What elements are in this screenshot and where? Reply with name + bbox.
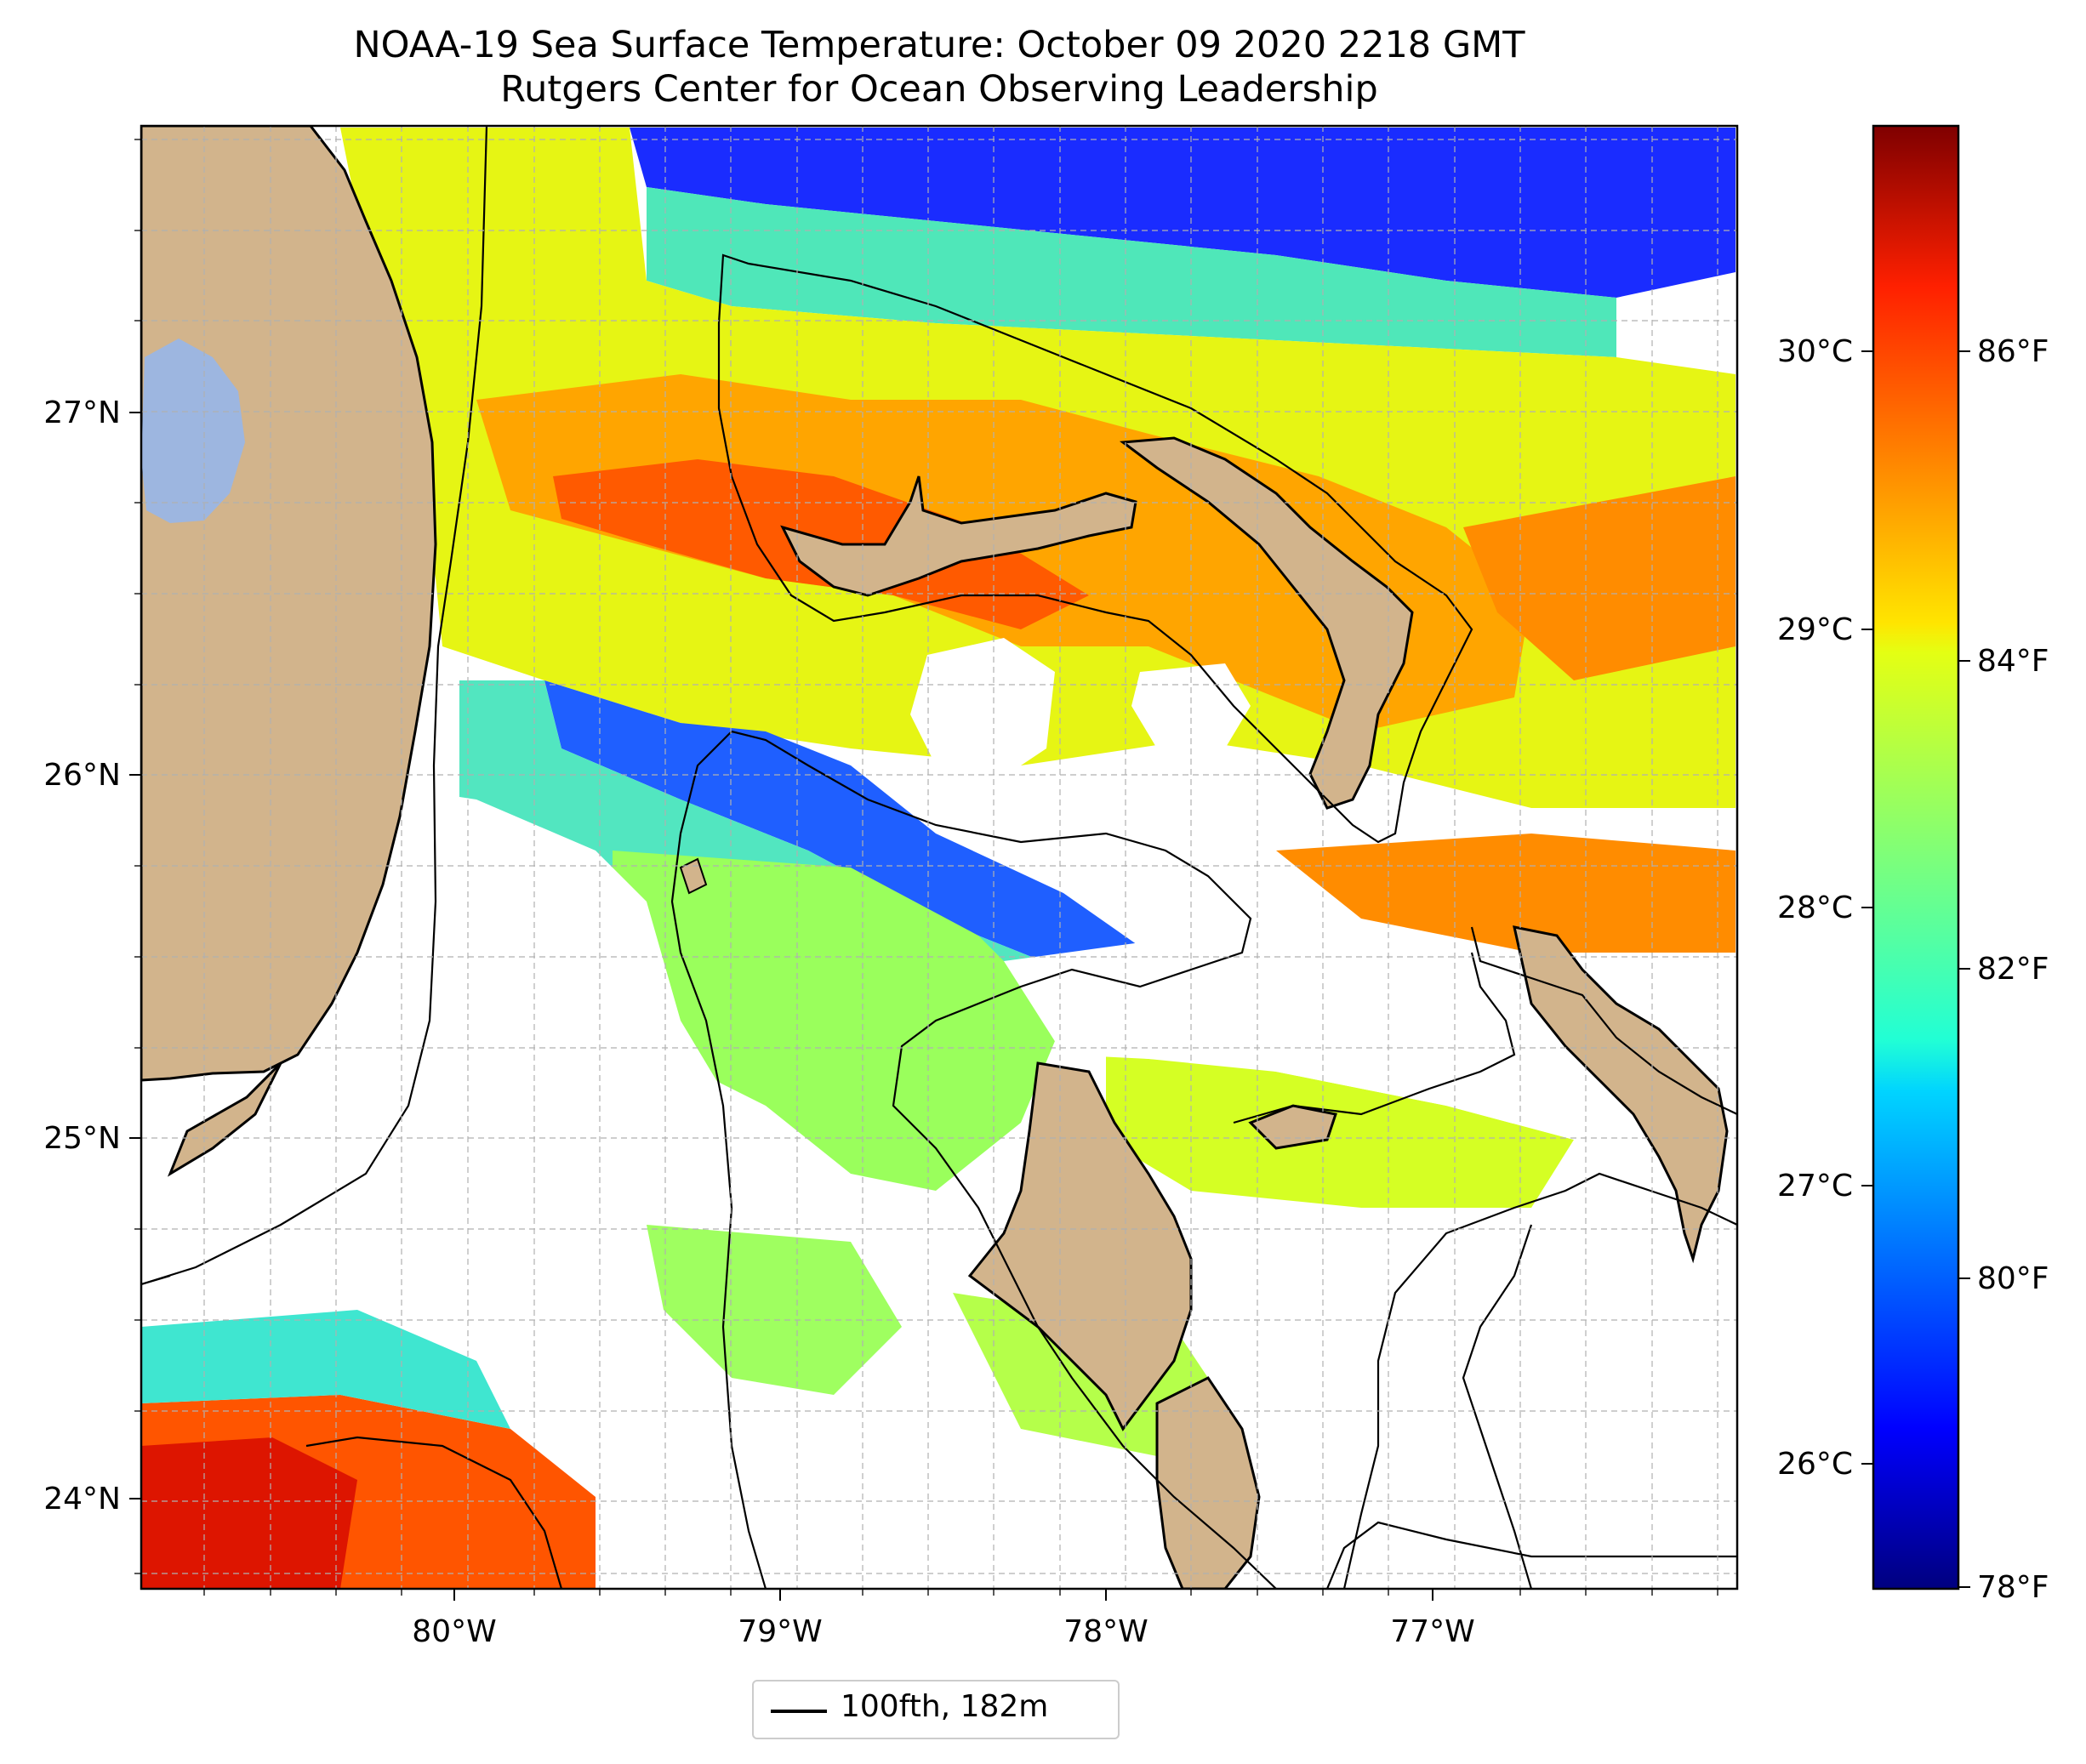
colorbar-celsius-label: 28°C: [1777, 891, 1853, 925]
andros-island: [967, 1061, 1193, 1431]
sst-patch-southwest-cyan: [141, 1310, 510, 1429]
colorbar-fahrenheit-label: 80°F: [1977, 1261, 2049, 1296]
colorbar-celsius-label: 30°C: [1777, 334, 1853, 369]
grand-bahama-island: [780, 475, 1137, 597]
lake-okeechobee: [141, 339, 245, 523]
colorbar-fahrenheit-label: 82°F: [1977, 952, 2049, 987]
cloud-gap: [1234, 1446, 1735, 1589]
legend-line-swatch: [771, 1710, 827, 1713]
sst-patch-north-cyan: [647, 187, 1616, 357]
lat-tick-label: 24°N: [43, 1482, 121, 1516]
sst-patch-north-cool: [630, 128, 1735, 298]
lat-tick-label: 25°N: [43, 1121, 121, 1156]
sst-patch-south-yellow: [1106, 1055, 1574, 1208]
eleuthera-island: [1513, 925, 1729, 1264]
colorbar-gradient: [1872, 124, 1960, 1590]
sst-field: [141, 126, 1737, 1589]
map-title: NOAA-19 Sea Surface Temperature: October…: [353, 24, 1525, 66]
cloud-gap: [910, 638, 1055, 782]
map-subtitle: Rutgers Center for Ocean Observing Leade…: [500, 68, 1378, 111]
cloud-gap: [1004, 936, 1735, 1140]
great-abaco-island: [1119, 436, 1414, 810]
sst-patch-southeast-orange: [1276, 834, 1735, 953]
cloud-gap: [1131, 663, 1251, 748]
bimini-islands: [679, 857, 708, 895]
andros-south: [1155, 1376, 1261, 1589]
lat-tick-label: 26°N: [43, 758, 121, 793]
cloud-gap: [732, 1531, 978, 1589]
plot-frame: [140, 124, 1739, 1590]
colorbar-celsius-label: 26°C: [1777, 1447, 1853, 1482]
colorbar: 30°C 29°C 28°C 27°C 26°C 86°F 84°F 82°F …: [1777, 124, 2049, 1605]
sst-patch-south-green-2: [647, 1225, 902, 1395]
gridlines: [141, 126, 1737, 1589]
sst-patch-southwest-red: [141, 1437, 357, 1589]
map-legend: 100fth, 182m: [752, 1680, 1120, 1739]
colorbar-celsius-label: 27°C: [1777, 1169, 1853, 1204]
lon-tick-label: 77°W: [1390, 1614, 1474, 1649]
sst-patch-east-orange: [1463, 476, 1735, 680]
lat-tick-label: 27°N: [43, 395, 121, 430]
axis-ticks: [129, 412, 1433, 1601]
lon-tick-label: 80°W: [412, 1614, 496, 1649]
colorbar-celsius-label: 29°C: [1777, 612, 1853, 647]
colorbar-fahrenheit-label: 78°F: [1977, 1570, 2049, 1605]
legend-label: 100fth, 182m: [841, 1689, 1049, 1724]
lon-tick-label: 79°W: [738, 1614, 822, 1649]
sst-patch-south-green: [613, 851, 1063, 1191]
lon-tick-label: 78°W: [1063, 1614, 1148, 1649]
colorbar-fahrenheit-label: 86°F: [1977, 334, 2049, 369]
florida-keys: [167, 1061, 282, 1177]
sst-patch-cool-streak: [544, 680, 1148, 970]
colorbar-fahrenheit-label: 84°F: [1977, 644, 2049, 679]
axis-minor-ticks: [134, 139, 1718, 1596]
